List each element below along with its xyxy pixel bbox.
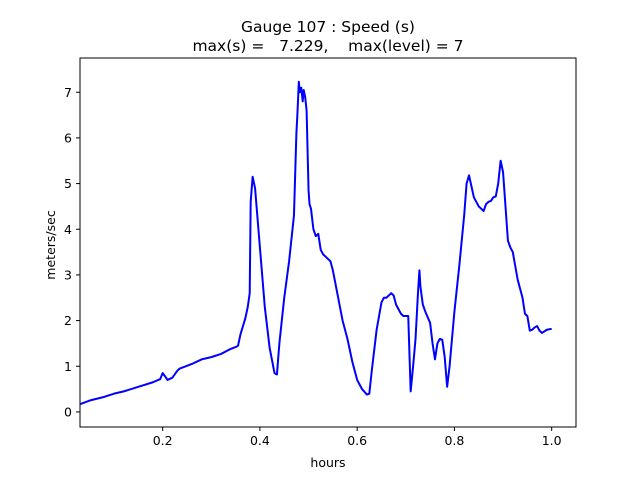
chart-title: Gauge 107 : Speed (s) [241, 18, 415, 36]
x-axis-label: hours [310, 455, 345, 470]
y-tick-label: 1 [64, 359, 72, 374]
x-tick-label: 0.8 [444, 433, 464, 448]
x-tick-label: 0.2 [153, 433, 173, 448]
y-tick-label: 0 [64, 404, 72, 419]
series-line-0 [79, 80, 552, 406]
y-tick-label: 5 [64, 176, 72, 191]
y-axis-label: meters/sec [43, 210, 58, 280]
y-tick-label: 2 [64, 313, 72, 328]
chart-subtitle: max(s) = 7.229, max(level) = 7 [192, 37, 463, 55]
y-tick-label: 7 [64, 85, 72, 100]
plot-frame [79, 57, 577, 428]
x-tick-label: 0.4 [250, 433, 270, 448]
y-tick-label: 4 [64, 222, 72, 237]
plot-area: 0.2 0.4 0.6 0.8 1.0 0 1 2 3 4 5 6 7 [64, 57, 577, 448]
x-tick-label: 1.0 [542, 433, 562, 448]
y-tick-label: 3 [64, 267, 72, 282]
y-tick-label: 6 [64, 130, 72, 145]
x-tick-label: 0.6 [347, 433, 367, 448]
